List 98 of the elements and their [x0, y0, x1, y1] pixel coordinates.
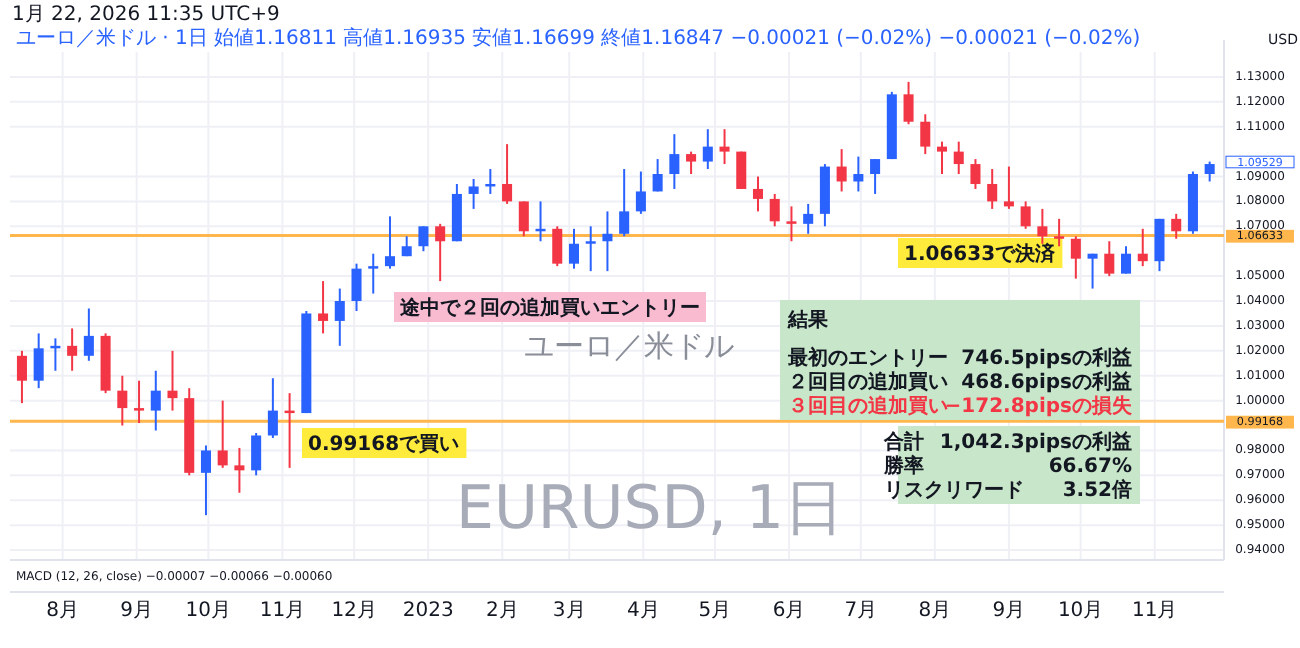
candlestick: [568, 227, 579, 270]
candlestick: [853, 155, 864, 193]
candlestick: [1087, 252, 1098, 290]
candlestick: [619, 168, 630, 238]
x-tick-label: 2月: [485, 600, 519, 622]
x-tick-label: 6月: [772, 600, 806, 622]
candlestick: [67, 327, 78, 372]
candlestick: [669, 133, 680, 190]
candlestick: [652, 158, 663, 193]
annotation: 3.52倍: [1062, 478, 1132, 502]
candlestick: [150, 369, 161, 432]
x-tick-label: 9月: [120, 600, 154, 622]
candlestick: [936, 140, 948, 176]
annotation: 1.06633で決済: [904, 242, 1058, 266]
candlestick: [686, 150, 697, 176]
candlestick: [234, 446, 245, 494]
candlestick: [920, 113, 931, 156]
candlestick: [752, 175, 764, 213]
candlestick: [1104, 240, 1115, 278]
x-tick-label: 8月: [46, 600, 79, 622]
candlestick: [1204, 160, 1215, 183]
x-tick-label: 8月: [918, 600, 952, 622]
candlestick: [318, 280, 329, 335]
candlestick: [769, 192, 780, 228]
x-tick-label: 4月: [626, 600, 660, 622]
candlestick: [368, 252, 379, 295]
candlestick: [518, 200, 529, 238]
candlestick: [451, 182, 462, 243]
candlestick: [200, 444, 211, 517]
x-tick-label: 10月: [185, 600, 232, 622]
x-tick-label: 10月: [1057, 600, 1104, 622]
annotation: ３回目の追加買い: [788, 394, 948, 418]
candlestick: [719, 128, 730, 166]
candlestick: [970, 158, 981, 190]
annotation: 最初のエントリー: [786, 346, 948, 370]
candlestick: [1154, 217, 1165, 273]
candlestick: [267, 377, 278, 439]
candlestick: [502, 143, 513, 205]
candlestick: [1171, 212, 1182, 240]
chart-title: 1月 22, 2026 11:35 UTC+9: [12, 4, 280, 26]
annotation: 結果: [786, 308, 830, 332]
candlestick: [351, 262, 362, 312]
candlestick: [16, 349, 27, 405]
candlestick: [468, 178, 479, 210]
x-tick-label: 7月: [844, 600, 878, 622]
x-tick-label: 5月: [698, 600, 732, 622]
candlestick: [435, 222, 446, 283]
candlestick: [117, 374, 128, 427]
x-tick-label: 12月: [331, 600, 377, 622]
candlestick: [1070, 235, 1081, 280]
candlestick: [251, 432, 262, 477]
annotation: 途中で２回の追加買いエントリー: [398, 296, 700, 320]
candlestick: [602, 210, 613, 273]
annotation: ユーロ／米ドル: [524, 328, 734, 364]
annotation: 1,042.3pipsの利益: [939, 430, 1132, 454]
candlestick: [903, 80, 914, 126]
annotation: EURUSD, 1日: [456, 474, 845, 544]
candlestick: [1003, 165, 1014, 210]
annotation: リスクリワード: [884, 480, 1024, 502]
candlestick: [1137, 227, 1148, 268]
annotation: 合計: [882, 430, 924, 454]
x-tick-label: 11月: [259, 600, 306, 622]
candlestick: [987, 168, 998, 210]
candlestick: [384, 215, 395, 270]
x-tick-label: 3月: [552, 600, 586, 622]
candlestick: [702, 128, 713, 171]
candlestick: [83, 307, 94, 362]
candlestick: [819, 163, 830, 228]
candlestick: [870, 158, 881, 195]
annotation: 468.6pipsの利益: [961, 370, 1132, 394]
candlestick: [1020, 200, 1031, 230]
candlestick: [217, 399, 228, 469]
x-tick-label: 2023: [402, 600, 454, 622]
annotation: ２回目の追加買い: [788, 370, 948, 394]
candlestick: [33, 332, 44, 390]
candlestick: [134, 379, 145, 425]
candlestick: [552, 225, 563, 268]
annotation: 0.99168で買い: [308, 434, 460, 456]
candlestick: [736, 150, 747, 190]
x-tick-label: 9月: [992, 600, 1026, 622]
candlestick: [1037, 207, 1048, 245]
annotation: 勝率: [882, 454, 924, 478]
candlestick: [418, 225, 429, 253]
annotation: 746.5pipsの利益: [961, 346, 1132, 370]
candlestick: [167, 349, 178, 412]
candlestick: [803, 202, 814, 235]
annotation: −172.8pipsの損失: [944, 394, 1134, 418]
candlestick: [585, 225, 596, 273]
chart-subtitle: ユーロ／米ドル · 1日 始値1.16811 高値1.16935 安値1.16699 終値1.16847 −0.00021 (−0.02%) −0.00021 (−0.02%): [16, 26, 1141, 50]
candlestick: [836, 148, 847, 193]
candlestick: [635, 170, 646, 215]
candlestick: [953, 140, 964, 176]
candlestick: [786, 205, 797, 243]
annotation: 66.67%: [1048, 456, 1132, 478]
candlestick: [1121, 245, 1132, 275]
x-tick-label: 11月: [1131, 600, 1178, 622]
candlestick: [334, 287, 345, 347]
candlestick: [1054, 217, 1065, 248]
